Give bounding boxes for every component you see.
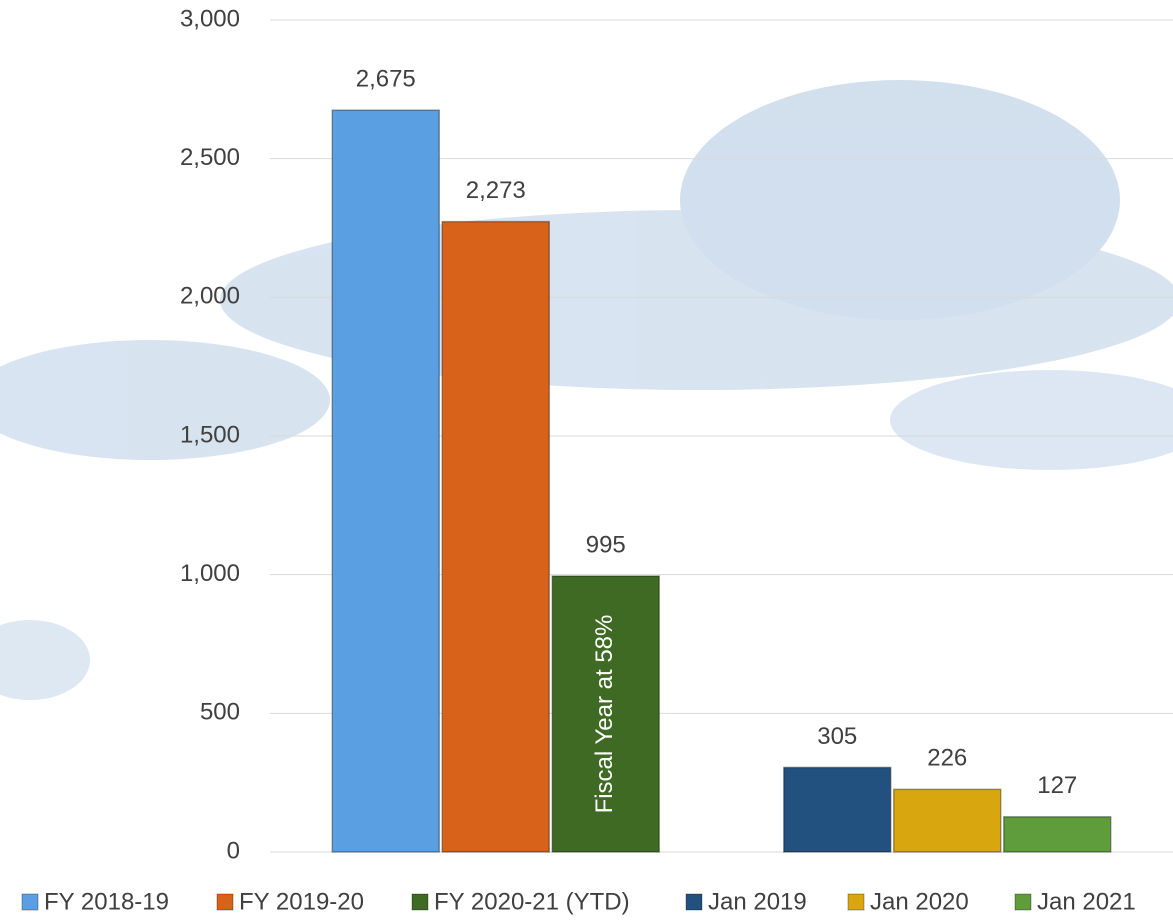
legend-swatch xyxy=(411,893,429,911)
legend-label: FY 2020-21 (YTD) xyxy=(434,888,630,915)
bar xyxy=(551,575,660,853)
bar xyxy=(331,109,440,853)
legend-swatch xyxy=(21,893,39,911)
bar xyxy=(783,766,892,853)
y-tick-label: 3,000 xyxy=(180,5,240,32)
background-wash xyxy=(0,620,90,700)
legend-label: Jan 2019 xyxy=(708,888,807,915)
y-tick-label: 2,500 xyxy=(180,144,240,171)
legend-label: Jan 2021 xyxy=(1037,888,1136,915)
legend-swatch xyxy=(847,893,865,911)
background-wash xyxy=(680,80,1120,320)
annotation: Fiscal Year at 58% xyxy=(591,615,618,814)
y-tick-label: 0 xyxy=(227,837,240,864)
legend-swatch xyxy=(1014,893,1032,911)
bar xyxy=(441,220,550,853)
legend-label: FY 2018-19 xyxy=(44,888,169,915)
bar xyxy=(1003,816,1112,853)
y-tick-label: 1,000 xyxy=(180,560,240,587)
value-label: 127 xyxy=(1037,772,1077,799)
background-wash xyxy=(0,340,330,460)
y-tick-label: 500 xyxy=(200,699,240,726)
bar xyxy=(893,788,1002,853)
y-tick-label: 2,000 xyxy=(180,283,240,310)
value-label: 2,273 xyxy=(466,177,526,204)
value-label: 2,675 xyxy=(356,65,416,92)
y-tick-label: 1,500 xyxy=(180,421,240,448)
value-label: 995 xyxy=(586,531,626,558)
legend-swatch xyxy=(685,893,703,911)
legend-label: FY 2019-20 xyxy=(239,888,364,915)
legend-swatch xyxy=(216,893,234,911)
value-label: 305 xyxy=(817,723,857,750)
background-wash xyxy=(890,370,1173,470)
value-label: 226 xyxy=(927,745,967,772)
legend-label: Jan 2020 xyxy=(870,888,969,915)
